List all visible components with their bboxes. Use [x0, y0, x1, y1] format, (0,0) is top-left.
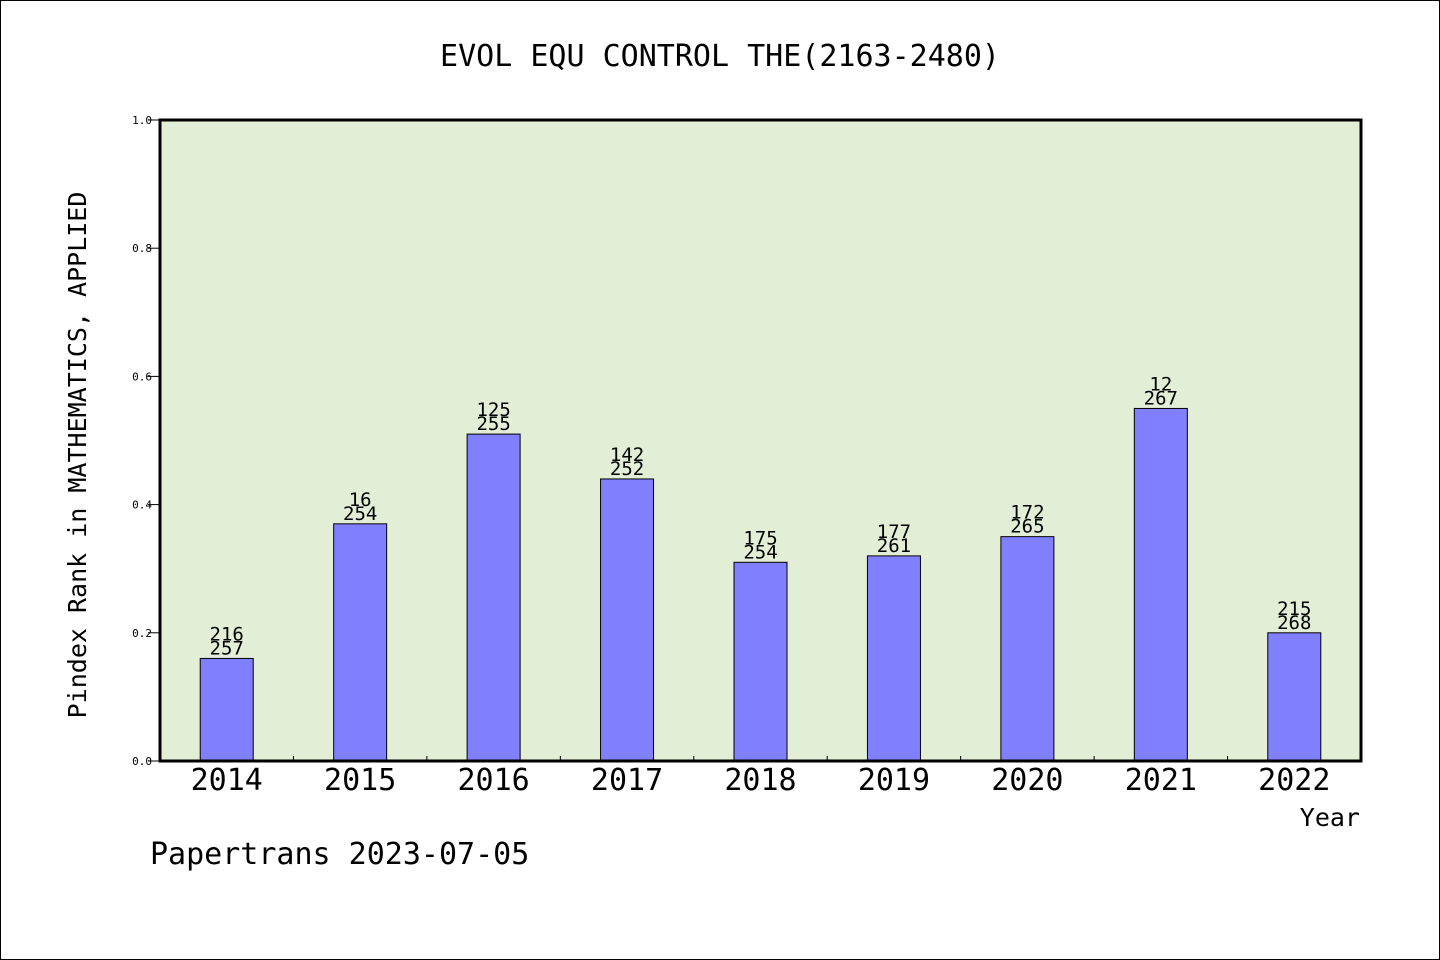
x-tick-label: 2019	[858, 763, 930, 798]
bar	[1267, 632, 1322, 762]
bar-label-top: 172	[1010, 502, 1044, 524]
y-axis: 0.0 0.2 0.4 0.6 0.8 1.0	[132, 114, 160, 768]
bar	[333, 523, 388, 762]
x-tick-label: 2020	[991, 763, 1063, 798]
y-tick-label: 0.8	[132, 242, 152, 255]
x-axis-label: Year	[1300, 803, 1360, 832]
bar-label-bottom: 252	[610, 458, 644, 480]
x-tick-label: 2018	[724, 763, 796, 798]
bar	[1000, 536, 1055, 762]
bar	[199, 657, 254, 762]
x-tick-label: 2014	[191, 763, 263, 798]
bar-label-bottom: 257	[210, 637, 244, 659]
x-tick-label: 2016	[457, 763, 529, 798]
plot-border	[158, 118, 1363, 763]
bars: 2162571625412525514225217525417726117226…	[199, 373, 1322, 762]
bar-label-top: 216	[210, 623, 244, 645]
bar	[1133, 407, 1188, 762]
bar	[466, 433, 521, 762]
bar-label-bottom: 261	[877, 535, 911, 557]
y-tick-label: 0.2	[132, 627, 152, 640]
chart-title: EVOL EQU CONTROL THE(2163-2480)	[440, 39, 1000, 74]
bar	[600, 478, 655, 762]
bar-label-bottom: 267	[1144, 387, 1178, 409]
bar-label-bottom: 268	[1277, 612, 1311, 634]
bar-label-bottom: 265	[1010, 516, 1044, 538]
bar-label-top: 175	[743, 527, 777, 549]
bar	[733, 561, 788, 762]
x-tick-label: 2021	[1125, 763, 1197, 798]
bar-label-bottom: 254	[743, 541, 777, 563]
x-tick-label: 2017	[591, 763, 663, 798]
bar-label-top: 12	[1149, 373, 1172, 395]
y-tick-label: 0.0	[132, 755, 152, 768]
bar-label-top: 177	[877, 521, 911, 543]
bar-label-bottom: 254	[343, 503, 377, 525]
x-tick-label: 2015	[324, 763, 396, 798]
bar-label-top: 142	[610, 444, 644, 466]
x-tick-label: 2022	[1258, 763, 1330, 798]
x-axis: 2014 2015 2016 2017 2018 2019 2020 2021 2022	[191, 756, 1330, 798]
y-tick-label: 0.6	[132, 370, 152, 383]
bar-label-top: 16	[349, 489, 372, 511]
bar-label-top: 125	[476, 399, 510, 421]
bar	[866, 555, 921, 762]
bar-label-top: 215	[1277, 598, 1311, 620]
y-tick-label: 1.0	[132, 114, 152, 127]
y-axis-label: Pindex Rank in MATHEMATICS, APPLIED	[63, 192, 92, 719]
y-tick-label: 0.4	[132, 499, 152, 512]
credit-text: Papertrans 2023-07-05	[150, 837, 529, 872]
bar-label-bottom: 255	[476, 413, 510, 435]
